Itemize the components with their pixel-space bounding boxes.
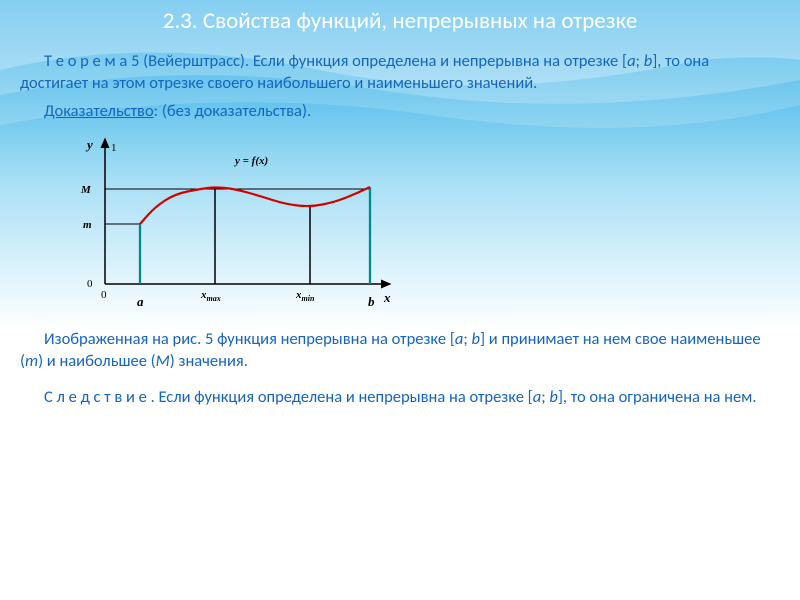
p1-t1: Изображенная на рис. 5 функция непрерывн… [44, 329, 455, 349]
theorem-heading: Т е о р е м а 5 (Вейерштрасс). [44, 51, 253, 71]
section-title: 2.3. Свойства функций, непрерывных на от… [25, 3, 775, 39]
svg-text:b: b [368, 294, 375, 309]
svg-text:y = f(x): y = f(x) [233, 155, 268, 167]
chart-svg: 1 y x y = f(x) Mm 00 a b xmax xmin [50, 129, 410, 309]
proof-label: Доказательство [44, 101, 154, 121]
p2-b: b [549, 387, 557, 407]
p1-m: m [25, 351, 38, 371]
svg-text:1: 1 [111, 142, 117, 154]
svg-text:0: 0 [87, 278, 93, 290]
p2-t1: Если функция определена и непрерывна на … [159, 387, 533, 407]
p1-s1: ; [463, 329, 471, 349]
proof-text: Доказательство: (без доказательства). [20, 101, 780, 121]
svg-text:xmin: xmin [295, 289, 315, 303]
p2-heading: С л е д с т в и е . [44, 387, 159, 407]
svg-text:xmax: xmax [200, 289, 221, 303]
paragraph-2: С л е д с т в и е . Если функция определ… [20, 386, 780, 408]
theorem-text: Т е о р е м а 5 (Вейерштрасс). Если функ… [20, 50, 780, 95]
p2-a: a [533, 387, 541, 407]
svg-text:a: a [137, 294, 144, 309]
svg-text:y: y [85, 137, 93, 152]
p2-t2: ], то она ограничена на нем. [558, 387, 757, 407]
p1-M: M [156, 351, 170, 371]
theorem-body1: Если функция определена и непрерывна на … [253, 51, 627, 71]
svg-text:0: 0 [101, 289, 107, 301]
svg-text:M: M [80, 184, 92, 196]
paragraph-1: Изображенная на рис. 5 функция непрерывн… [20, 328, 780, 373]
svg-text:m: m [83, 219, 92, 231]
p1-b: b [472, 329, 480, 349]
theorem-a: a [627, 51, 635, 71]
theorem-b: b [644, 51, 652, 71]
p1-t3: ) и наибольшее ( [38, 351, 156, 371]
proof-rest: : (без доказательства). [154, 101, 311, 121]
svg-text:x: x [383, 290, 391, 305]
chart-figure: 1 y x y = f(x) Mm 00 a b xmax xmin [50, 129, 780, 314]
theorem-sep1: ; [636, 51, 644, 71]
content-area: Т е о р е м а 5 (Вейерштрасс). Если функ… [20, 50, 780, 408]
p1-t4: ) значения. [170, 351, 248, 371]
